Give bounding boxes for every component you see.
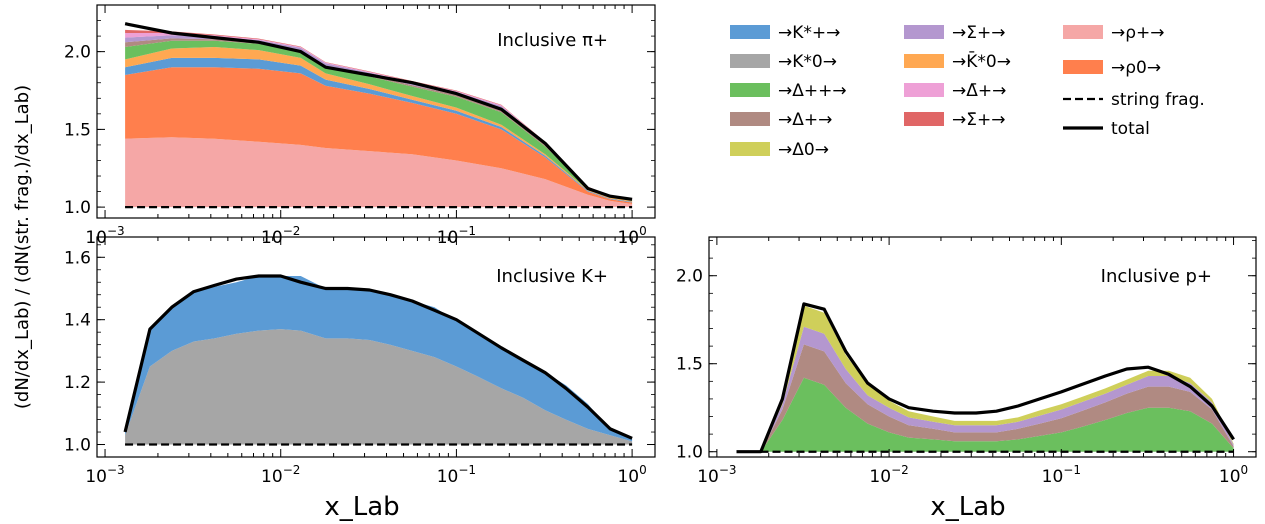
legend-label: →K*+→ bbox=[778, 23, 840, 43]
legend-label: →Σ+→ bbox=[952, 23, 1005, 43]
legend-swatch bbox=[730, 142, 770, 156]
panel-title: Inclusive π+ bbox=[497, 30, 608, 51]
legend-swatch bbox=[1063, 25, 1103, 39]
panel-title: Inclusive K+ bbox=[496, 266, 608, 287]
legend-label: string frag. bbox=[1111, 90, 1205, 110]
panel-inclusive-k-plus: 10−3 10−2 10−1 100 1.0 1.2 1.4 1.6 Inclusive K+ bbox=[64, 236, 656, 487]
y-tick-label: 1.2 bbox=[64, 373, 91, 393]
area-series-1 bbox=[125, 276, 633, 442]
legend-label: →K*0→ bbox=[778, 52, 837, 72]
x-tick-label: 10−2 bbox=[261, 463, 300, 487]
legend-swatch bbox=[730, 112, 770, 126]
x-tick-label: 100 bbox=[617, 463, 646, 487]
area-series-3 bbox=[736, 305, 1234, 452]
x-tick-label: 10−2 bbox=[261, 224, 300, 248]
area-series-0 bbox=[125, 137, 633, 208]
legend: →K*+→ →K*0→ →Δ++→ →Δ+→ →Δ0→ →Σ+→ →K̄*0→ →Δ̄+→ →Σ… bbox=[730, 23, 1205, 160]
x-tick-label: 100 bbox=[617, 224, 646, 248]
legend-swatch bbox=[1063, 60, 1103, 74]
legend-label: →ρ0→ bbox=[1111, 58, 1161, 78]
y-tick-label: 1.6 bbox=[64, 248, 91, 268]
area-series-1 bbox=[736, 344, 1234, 452]
legend-label: total bbox=[1111, 119, 1150, 139]
y-tick-label: 2.0 bbox=[676, 267, 703, 287]
total-line bbox=[124, 22, 633, 201]
axes-frame bbox=[708, 236, 1257, 458]
legend-label: →Δ++→ bbox=[778, 81, 847, 101]
legend-swatch bbox=[730, 54, 770, 68]
panel-inclusive-pi-plus: 10−3 10−2 10−1 100 1.0 1.5 2.0 Inclusive π+ bbox=[64, 4, 656, 248]
y-tick-label: 2.0 bbox=[64, 43, 91, 63]
legend-label: →Σ̄+→ bbox=[952, 110, 1005, 130]
legend-swatch bbox=[730, 83, 770, 97]
axes-frame bbox=[96, 4, 656, 219]
area-series-1 bbox=[125, 67, 633, 204]
legend-swatch bbox=[730, 25, 770, 39]
legend-label: →Δ0→ bbox=[778, 140, 829, 160]
total-line bbox=[736, 302, 1235, 454]
x-tick-label: 100 bbox=[1219, 463, 1248, 487]
legend-swatch bbox=[904, 112, 944, 126]
legend-label: →ρ+→ bbox=[1111, 23, 1165, 43]
legend-label: →K̄*0→ bbox=[952, 50, 1011, 72]
area-series-0 bbox=[736, 377, 1234, 452]
x-tick-label: 10−3 bbox=[85, 463, 124, 487]
panel-title: Inclusive p+ bbox=[1101, 266, 1212, 287]
legend-swatch bbox=[904, 83, 944, 97]
area-series-0 bbox=[125, 329, 633, 445]
y-tick-label: 1.5 bbox=[64, 120, 91, 140]
x-tick-label: 10−2 bbox=[869, 463, 908, 487]
y-tick-label: 1.0 bbox=[64, 198, 91, 218]
y-tick-label: 1.0 bbox=[64, 436, 91, 456]
x-axis-label-right: x_Lab bbox=[930, 492, 1005, 522]
x-axis-label-left: x_Lab bbox=[324, 492, 399, 522]
axes-frame bbox=[96, 236, 656, 458]
legend-swatch bbox=[904, 25, 944, 39]
y-tick-label: 1.4 bbox=[64, 311, 91, 331]
x-tick-label: 10−3 bbox=[85, 224, 124, 248]
x-tick-label: 10−1 bbox=[1042, 463, 1081, 487]
panel-inclusive-p-plus: 10−3 10−2 10−1 100 1.0 1.5 2.0 Inclusive p+ bbox=[676, 236, 1257, 487]
y-axis-label: (dN/dx_Lab) / (dN(str. frag.)/dx_Lab) bbox=[12, 85, 33, 409]
legend-label: →Δ+→ bbox=[778, 110, 832, 130]
x-tick-label: 10−1 bbox=[437, 224, 476, 248]
area-series-2 bbox=[736, 326, 1234, 452]
y-tick-label: 1.0 bbox=[676, 443, 703, 463]
x-tick-label: 10−3 bbox=[697, 463, 736, 487]
x-tick-label: 10−1 bbox=[437, 463, 476, 487]
total-line bbox=[123, 274, 633, 440]
legend-label: →Δ̄+→ bbox=[952, 81, 1006, 101]
legend-swatch bbox=[904, 54, 944, 68]
y-tick-label: 1.5 bbox=[676, 355, 703, 375]
